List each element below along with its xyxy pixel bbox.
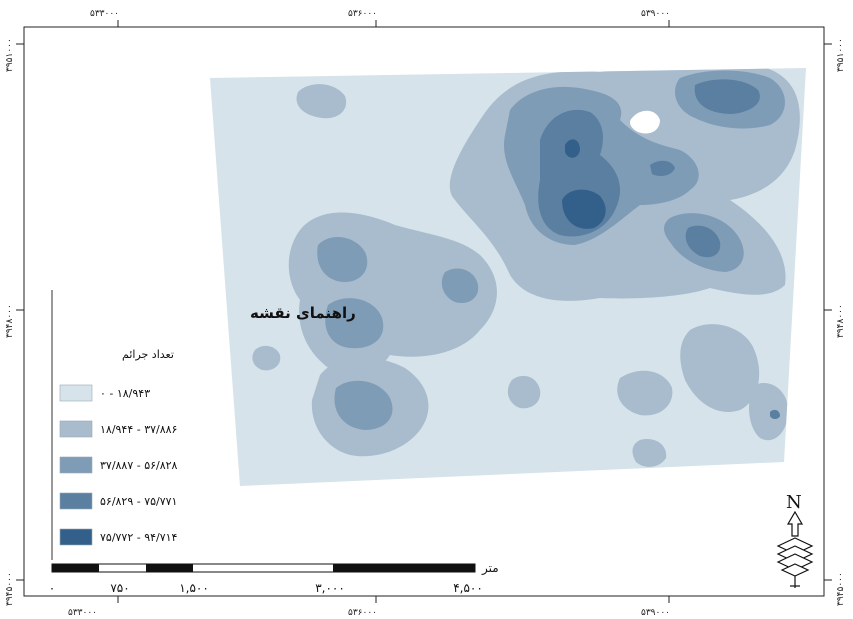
- crime-density-surface: [210, 68, 806, 486]
- left-tick-label: ۳۹۵۱۰۰۰: [5, 38, 15, 72]
- north-arrow-icon: N: [776, 492, 814, 588]
- legend-swatch: [59, 492, 93, 510]
- legend: راهنمای نقشه تعداد جرائم ۰ - ۱۸/۹۴۳ ۱۸/۹۴…: [51, 290, 356, 560]
- legend-item-label: ۷۵/۷۷۲ - ۹۴/۷۱۴: [100, 531, 178, 544]
- right-tick-label: ۳۹۴۸۰۰۰: [836, 304, 846, 338]
- legend-item-label: ۱۸/۹۴۴ - ۳۷/۸۸۶: [100, 423, 177, 436]
- legend-item-label: ۵۶/۸۲۹ - ۷۵/۷۷۱: [100, 495, 177, 508]
- bottom-tick-label: ۵۳۹۰۰۰: [641, 608, 670, 618]
- legend-items: ۰ - ۱۸/۹۴۳ ۱۸/۹۴۴ - ۳۷/۸۸۶ ۳۷/۸۸۷ - ۵۶/۸۲۸…: [59, 384, 178, 546]
- right-tick-label: ۳۹۴۵۰۰۰: [836, 572, 846, 606]
- legend-swatch: [59, 420, 93, 438]
- scale-label: ۳,۰۰۰: [315, 581, 345, 595]
- frame-ticks: [16, 20, 832, 603]
- scale-label: ۴,۵۰۰: [453, 581, 483, 595]
- scale-label: ۱,۵۰۰: [179, 581, 209, 595]
- legend-swatch: [59, 384, 93, 402]
- scale-bar-segment: [52, 564, 99, 572]
- north-letter: N: [786, 492, 802, 513]
- legend-item-label: ۳۷/۸۸۷ - ۵۶/۸۲۸: [100, 459, 178, 472]
- scale-bar-segment: [146, 564, 193, 572]
- scale-bar-segment: [333, 564, 475, 572]
- legend-subtitle: تعداد جرائم: [122, 348, 174, 361]
- left-tick-label: ۳۹۴۸۰۰۰: [5, 304, 15, 338]
- legend-swatch: [59, 528, 93, 546]
- top-tick-label: ۵۳۳۰۰۰: [90, 9, 119, 19]
- top-tick-label: ۵۳۶۰۰۰: [348, 9, 377, 19]
- bottom-tick-label: ۵۳۳۰۰۰: [68, 608, 97, 618]
- scale-unit-label: متر: [481, 561, 499, 576]
- left-tick-label: ۳۹۴۵۰۰۰: [5, 572, 15, 606]
- density-class-5-area: [562, 139, 606, 229]
- bottom-tick-label: ۵۳۶۰۰۰: [348, 608, 377, 618]
- right-tick-label: ۳۹۵۱۰۰۰: [836, 38, 846, 72]
- scale-bar: متر ۰ ۷۵۰ ۱,۵۰۰ ۳,۰۰۰ ۴,۵۰۰: [49, 561, 499, 595]
- scale-label: ۰: [49, 581, 55, 595]
- legend-swatch: [59, 456, 93, 474]
- legend-item-label: ۰ - ۱۸/۹۴۳: [100, 387, 150, 400]
- scale-label: ۷۵۰: [110, 581, 129, 595]
- top-tick-label: ۵۳۹۰۰۰: [641, 9, 670, 19]
- legend-title: راهنمای نقشه: [250, 304, 356, 322]
